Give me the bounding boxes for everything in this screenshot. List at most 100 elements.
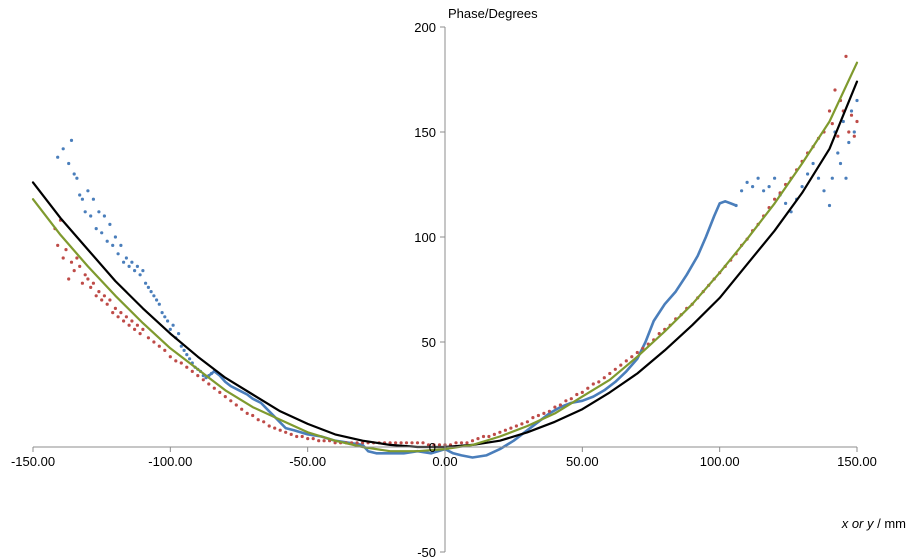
data-point [133,327,137,331]
data-point [122,260,126,264]
data-point [130,319,134,323]
data-point [355,441,359,445]
y-tick-label: 50 [422,335,436,350]
data-point [454,441,458,445]
data-point [119,311,123,315]
data-point [800,185,804,189]
data-point [833,88,837,92]
data-point [827,203,832,208]
data-point [836,134,840,138]
data-point [160,311,164,315]
data-point [624,359,628,363]
data-point [503,428,507,432]
data-point [399,441,403,445]
data-point [487,434,491,439]
data-point [465,441,469,445]
data-point [849,113,854,117]
series-line-1 [207,200,738,459]
data-point [177,332,181,336]
data-point [138,332,142,336]
data-point [234,403,238,407]
data-point [149,290,153,294]
data-point [852,134,856,138]
data-point [245,411,249,415]
data-point [141,269,145,273]
data-point [69,260,74,264]
data-point [806,172,810,176]
y-tick-label: 200 [414,20,436,35]
data-point [830,176,834,180]
data-point [295,434,299,439]
data-point [138,273,142,277]
data-point [86,277,90,281]
data-point [72,172,76,176]
data-point [844,176,848,180]
data-point [273,426,277,430]
data-point [61,147,65,151]
data-point [586,386,590,390]
data-point [394,441,398,445]
data-point [816,176,821,180]
data-point [849,109,854,113]
data-point [256,418,260,422]
data-point [80,197,84,201]
data-point [602,376,606,380]
data-point [163,348,167,352]
data-point [152,340,156,344]
data-point [61,256,65,260]
data-point [135,323,139,327]
data-point [745,180,749,184]
data-point [619,363,623,367]
data-point [185,353,189,357]
data-point [421,441,425,445]
data-point [514,424,519,428]
data-point [168,327,172,331]
data-point [218,390,222,394]
data-point [322,439,326,443]
data-point [207,382,211,386]
data-point [822,189,826,193]
data-point [267,424,271,428]
data-point [756,176,760,180]
data-point [130,260,134,264]
data-point [155,298,159,302]
data-point [251,413,255,418]
data-point [152,294,156,298]
data-point [116,315,120,319]
data-point [630,355,634,359]
data-point [83,273,87,277]
data-point [410,441,414,445]
data-point [437,443,442,447]
data-point [97,210,101,214]
x-axis-title-var: x or y [841,516,875,531]
data-point [240,407,244,411]
data-point [773,197,777,201]
data-point [105,239,109,243]
data-point [179,361,183,365]
data-point [613,367,617,371]
data-point [415,441,420,445]
data-point [124,315,128,319]
data-point [97,290,101,294]
x-tick-label: 100.00 [700,454,740,469]
data-point [113,235,117,239]
data-point [67,161,71,166]
data-point [100,298,104,302]
data-point [108,222,112,226]
axes-layer [33,27,857,552]
data-point [67,277,71,281]
data-point [127,264,131,268]
data-point [492,432,496,436]
data-point [111,243,115,247]
data-point [751,185,755,189]
data-point [734,203,738,208]
data-point [847,130,851,134]
data-point [94,294,98,298]
data-point [306,437,310,441]
data-point [536,413,541,418]
data-point [157,344,161,348]
data-point [141,327,145,331]
data-point [196,374,200,378]
data-point [841,119,845,124]
data-point [597,380,601,384]
